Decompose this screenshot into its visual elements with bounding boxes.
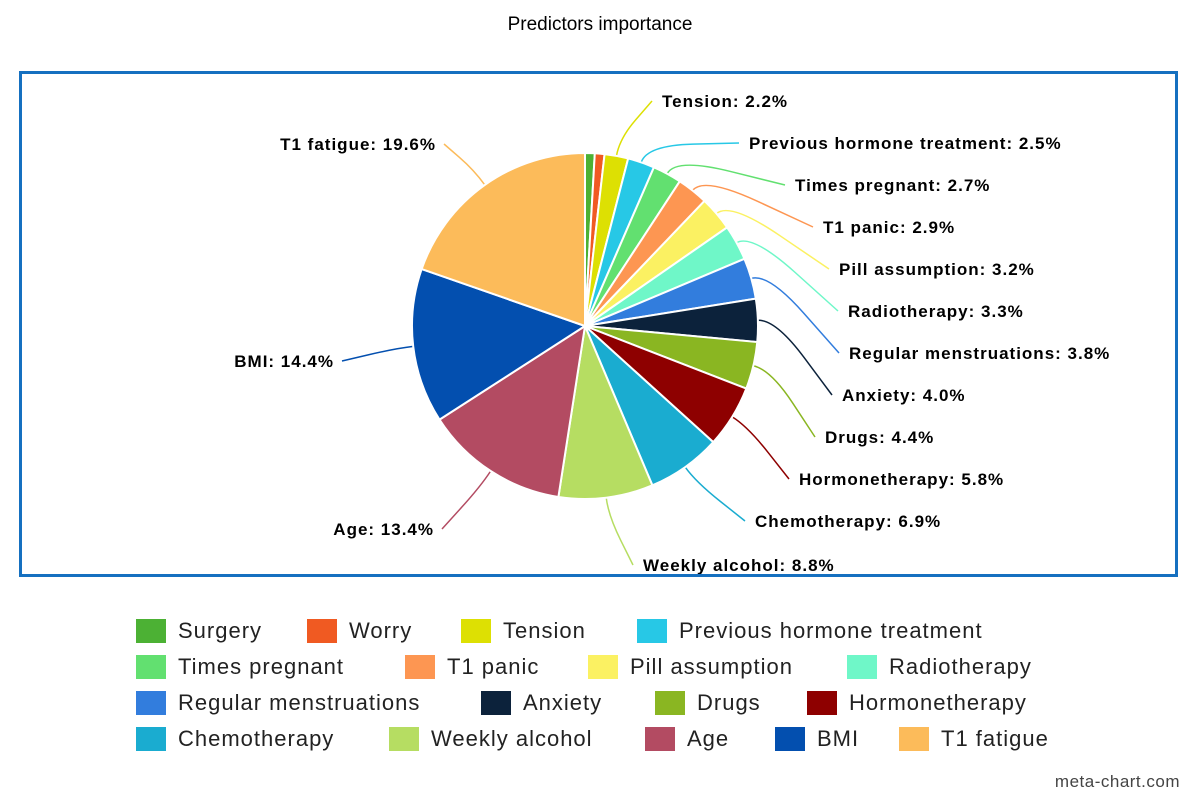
pie-slice-weekly-alcohol[interactable] <box>557 322 654 500</box>
legend-item-anxiety[interactable]: Anxiety <box>481 688 602 718</box>
legend-label: Surgery <box>178 618 263 643</box>
legend-item-previous-hormone-treatment[interactable]: Previous hormone treatment <box>637 616 983 646</box>
legend-row: Times pregnant T1 panic Pill assumption Rad… <box>0 652 1200 682</box>
legend-item-weekly-alcohol[interactable]: Weekly alcohol <box>389 724 593 754</box>
legend-item-worry[interactable]: Worry <box>307 616 412 646</box>
credit-text[interactable]: meta-chart.com <box>1054 772 1180 791</box>
legend-item-age[interactable]: Age <box>645 724 729 754</box>
connector-line <box>605 497 634 566</box>
legend-swatch <box>307 619 337 643</box>
connector-line <box>731 416 790 480</box>
legend-row: Surgery Worry Tension Previous hormone trea… <box>0 616 1200 646</box>
legend-item-radiotherapy[interactable]: Radiotherapy <box>847 652 1032 682</box>
connector-line <box>640 142 740 163</box>
legend-item-chemotherapy[interactable]: Chemotherapy <box>136 724 334 754</box>
legend-label: T1 panic <box>447 654 540 679</box>
label-connectors <box>341 100 840 566</box>
slice-label: T1 fatigue: 19.6% <box>280 135 436 154</box>
slice-label: Previous hormone treatment: 2.5% <box>749 134 1062 153</box>
legend-label: Anxiety <box>523 690 603 715</box>
slice-label: Age: 13.4% <box>333 520 434 539</box>
connector-line <box>716 209 830 270</box>
slice-label: Hormonetherapy: 5.8% <box>799 470 1004 489</box>
pie-chart: Tension: 2.2% Previous hormone treatment:… <box>234 92 1110 574</box>
legend-swatch <box>461 619 491 643</box>
legend-swatch <box>405 655 435 679</box>
legend-row: Regular menstruations Anxiety Drugs Hormone… <box>0 688 1200 718</box>
pie-slice-bmi[interactable] <box>411 267 588 422</box>
connector-line <box>615 100 653 157</box>
legend-swatch <box>645 727 675 751</box>
connector-line <box>692 184 814 228</box>
legend-label: Age <box>687 726 730 751</box>
legend-label: Chemotherapy <box>178 726 335 751</box>
legend-swatch <box>637 619 667 643</box>
slice-label: Tension: 2.2% <box>662 92 788 111</box>
legend-item-t1-panic[interactable]: T1 panic <box>405 652 539 682</box>
legend-item-bmi[interactable]: BMI <box>775 724 859 754</box>
legend-label: Drugs <box>697 690 761 715</box>
legend-swatch <box>807 691 837 715</box>
plot-frame: Tension: 2.2% Previous hormone treatment:… <box>19 71 1178 577</box>
slice-label: Anxiety: 4.0% <box>842 386 966 405</box>
connector-line <box>751 277 840 354</box>
legend-label: BMI <box>817 726 860 751</box>
slice-label: Radiotherapy: 3.3% <box>848 302 1024 321</box>
legend-swatch <box>655 691 685 715</box>
slice-label: BMI: 14.4% <box>234 352 334 371</box>
legend-swatch <box>899 727 929 751</box>
pie-slices <box>411 151 759 500</box>
legend-swatch <box>588 655 618 679</box>
legend-swatch <box>136 727 166 751</box>
legend-item-drugs[interactable]: Drugs <box>655 688 761 718</box>
slice-label: Chemotherapy: 6.9% <box>755 512 941 531</box>
slice-label: Drugs: 4.4% <box>825 428 934 447</box>
legend-item-tension[interactable]: Tension <box>461 616 586 646</box>
connector-line <box>736 240 839 312</box>
legend-swatch <box>389 727 419 751</box>
legend-label: Previous hormone treatment <box>679 618 983 643</box>
slice-labels: Tension: 2.2% Previous hormone treatment:… <box>234 92 1110 574</box>
legend-swatch <box>136 655 166 679</box>
slice-label: Weekly alcohol: 8.8% <box>643 556 835 574</box>
legend-swatch <box>847 655 877 679</box>
connector-line <box>757 319 833 396</box>
legend-row: Chemotherapy Weekly alcohol Age BMI T1 fatig… <box>0 724 1200 754</box>
slice-label: Pill assumption: 3.2% <box>839 260 1035 279</box>
connector-line <box>684 466 746 522</box>
connector-line <box>666 164 786 186</box>
legend-label: Radiotherapy <box>889 654 1032 679</box>
legend-label: Times pregnant <box>178 654 345 679</box>
legend-item-t1-fatigue[interactable]: T1 fatigue <box>899 724 1049 754</box>
legend-swatch <box>136 619 166 643</box>
legend-swatch <box>136 691 166 715</box>
connector-line <box>441 470 492 530</box>
connector-line <box>753 364 816 438</box>
connector-line <box>443 143 486 186</box>
connector-line <box>341 345 414 362</box>
legend-item-regular-menstruations[interactable]: Regular menstruations <box>136 688 420 718</box>
legend-swatch <box>481 691 511 715</box>
slice-label: Times pregnant: 2.7% <box>795 176 990 195</box>
legend-item-pill-assumption[interactable]: Pill assumption <box>588 652 793 682</box>
legend-label: Hormonetherapy <box>849 690 1027 715</box>
legend-swatch <box>775 727 805 751</box>
pie-slice-t1-fatigue[interactable] <box>420 151 586 328</box>
legend-item-hormonetherapy[interactable]: Hormonetherapy <box>807 688 1027 718</box>
slice-label: Regular menstruations: 3.8% <box>849 344 1110 363</box>
legend-item-surgery[interactable]: Surgery <box>136 616 262 646</box>
slice-label: T1 panic: 2.9% <box>823 218 955 237</box>
chart-title: Predictors importance <box>507 14 693 35</box>
pie-slice-age[interactable] <box>438 323 587 499</box>
legend-label: Worry <box>349 618 413 643</box>
legend-label: Pill assumption <box>630 654 793 679</box>
legend-item-times-pregnant[interactable]: Times pregnant <box>136 652 344 682</box>
legend-label: T1 fatigue <box>941 726 1049 751</box>
legend-label: Tension <box>503 618 586 643</box>
legend-label: Weekly alcohol <box>431 726 593 751</box>
legend-label: Regular menstruations <box>178 690 421 715</box>
